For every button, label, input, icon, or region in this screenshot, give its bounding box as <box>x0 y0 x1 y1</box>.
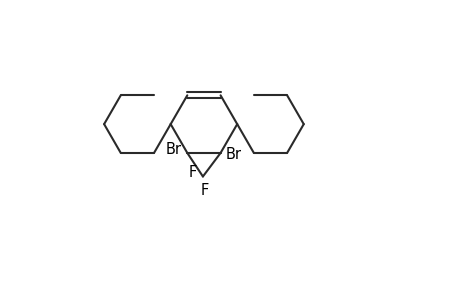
Text: F: F <box>188 166 196 181</box>
Text: Br: Br <box>225 147 241 162</box>
Text: F: F <box>200 183 208 198</box>
Text: Br: Br <box>165 142 181 158</box>
